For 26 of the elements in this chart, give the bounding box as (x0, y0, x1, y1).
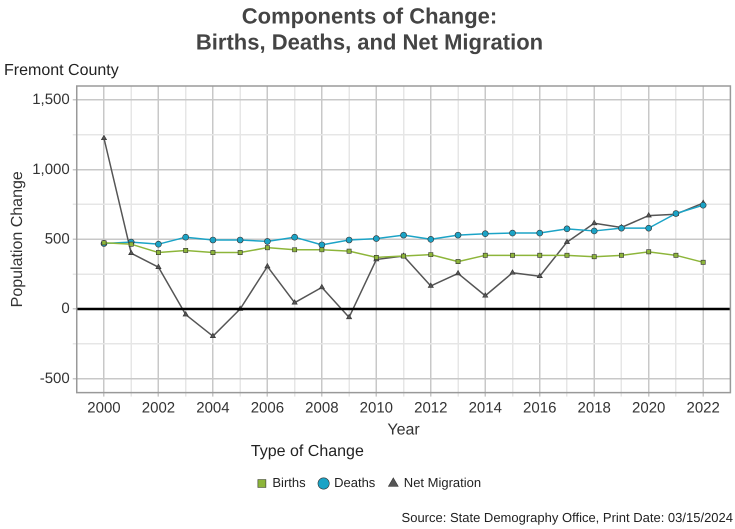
x-tick-label: 2006 (250, 400, 284, 417)
y-axis-title: Population Change (9, 171, 26, 308)
x-tick-label: 2016 (523, 400, 556, 417)
legend-label: Births (272, 475, 306, 490)
y-tick-label: 0 (61, 300, 70, 318)
y-tick-label: -500 (40, 370, 70, 387)
y-tick-label: 500 (44, 230, 70, 248)
x-tick-label: 2002 (142, 400, 176, 417)
x-tick-label: 2018 (578, 400, 611, 417)
x-axis-title: Year (387, 422, 420, 439)
x-tick-label: 2020 (632, 400, 666, 417)
x-tick-label: 2010 (360, 400, 394, 417)
legend-label: Deaths (334, 475, 376, 490)
legend-label: Net Migration (404, 475, 482, 490)
x-tick-label: 2014 (468, 400, 502, 417)
source-note: Source: State Demography Office, Print Date: 03/15/2024 (402, 510, 733, 525)
x-tick-label: 2022 (686, 400, 720, 417)
x-tick-label: 2004 (196, 400, 230, 417)
chart-title: Components of Change: Births, Deaths, and Net Migration (196, 3, 544, 55)
x-tick-label: 2008 (305, 400, 339, 417)
x-tick-label: 2000 (87, 400, 121, 417)
y-tick-label: 1,500 (32, 91, 70, 108)
legend-title: Type of Change (250, 443, 364, 460)
x-tick-label: 2012 (414, 400, 448, 417)
chart-subtitle: Fremont County (4, 62, 119, 79)
y-tick-label: 1,000 (32, 160, 70, 178)
